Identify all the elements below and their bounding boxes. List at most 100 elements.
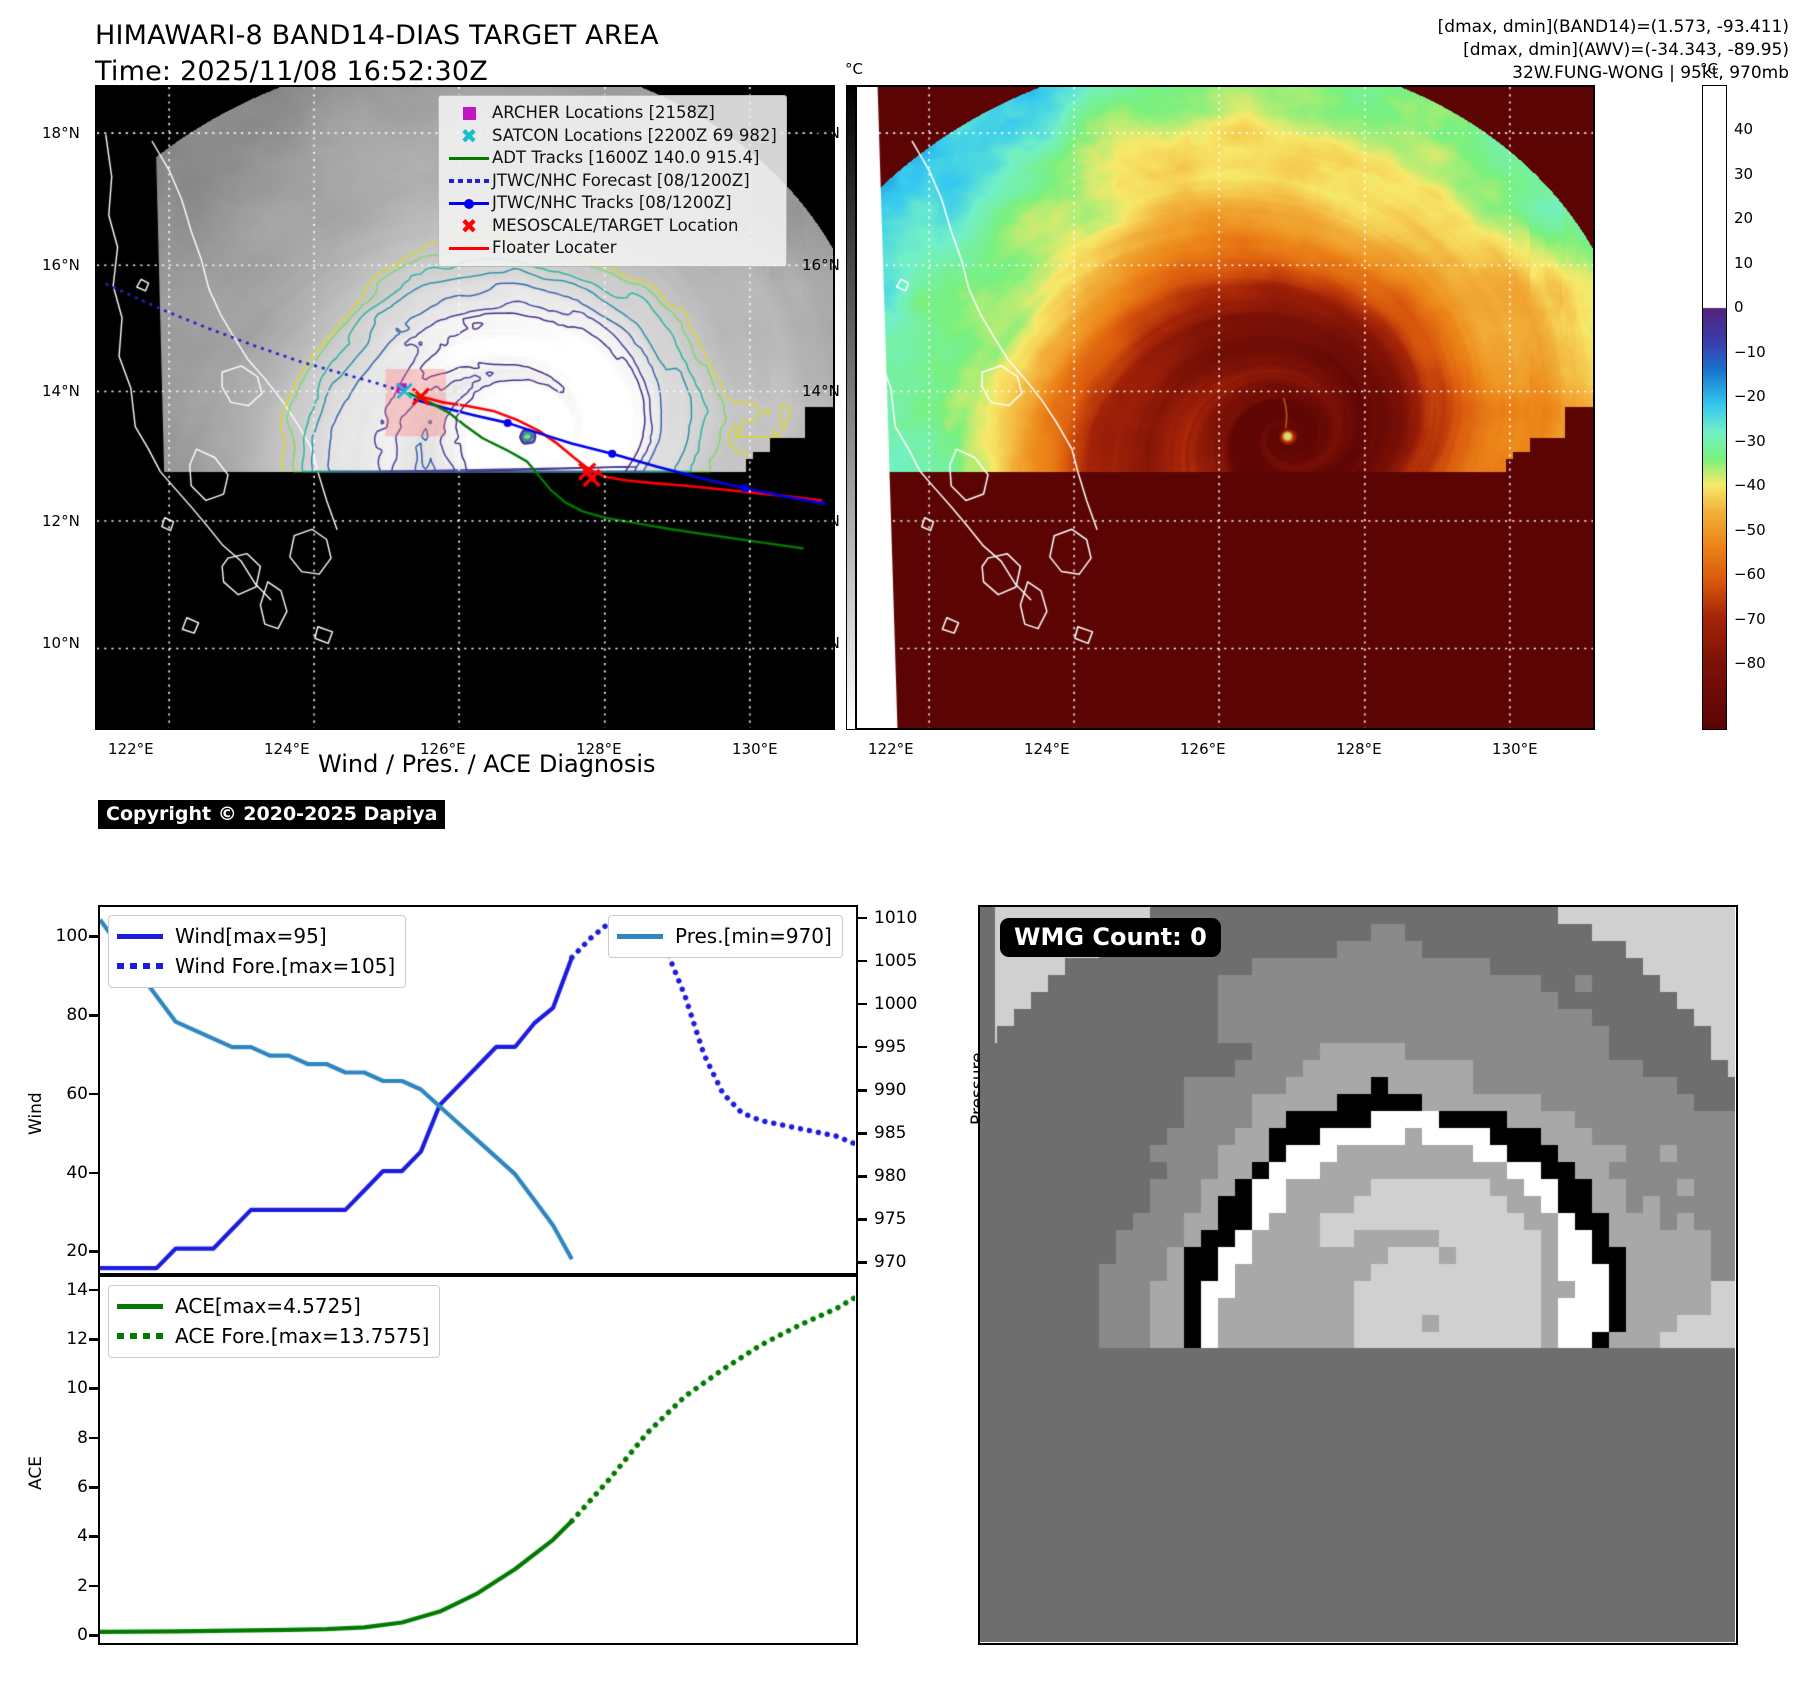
dmax-dmin-awv: [dmax, dmin](AWV)=(-34.343, -89.95) [1463,40,1789,60]
colorbar-unit-label: °C [1700,60,1718,78]
axis-tick-mark [89,1171,98,1175]
axis-tick-label: 10 [66,1378,88,1399]
wmg-canvas [980,907,1735,1642]
legend-item-ace: ACE[max=4.5725] [117,1291,429,1321]
legend-item-wind: Wind[max=95] [117,921,395,951]
colorbar-unit-label: °C [845,60,863,78]
lon-tick: 128°E [1336,740,1382,758]
bd-enhanced-ir-map[interactable] [855,85,1595,730]
lon-tick: 126°E [1180,740,1226,758]
axis-tick-label: 8 [77,1427,88,1448]
solid-line-icon [117,1303,175,1309]
legend-label: ACE[max=4.5725] [175,1294,361,1318]
axis-tick-mark [858,1089,867,1092]
axis-tick-mark [89,1387,98,1390]
line-dot-marker-icon [446,198,492,209]
title-line-2: Time: 2025/11/08 16:52:30Z [95,56,488,87]
legend-item-mesoscale-target: ✖ MESOSCALE/TARGET Location [446,215,777,238]
axis-tick-label: 60 [66,1083,88,1104]
legend-item-floater-locater: Floater Locater [446,237,777,260]
axis-tick-mark [858,1218,867,1221]
axis-tick-label: 980 [874,1166,907,1187]
axis-tick-mark [89,1436,98,1440]
axis-tick-label: 20 [66,1241,88,1262]
axis-tick-label: 40 [66,1162,88,1183]
axis-tick-mark [89,1014,98,1017]
colorbar-tick-label: −20 [1734,387,1766,406]
title-line-1: HIMAWARI-8 BAND14-DIAS TARGET AREA [95,20,659,51]
legend-item-satcon: ✖ SATCON Locations [2200Z 69 982] [446,125,777,148]
square-marker-icon [446,106,492,120]
x-marker-icon: ✖ [460,123,478,148]
axis-tick-mark [89,1535,98,1538]
axis-tick-mark [89,1338,98,1341]
legend-label: Pres.[min=970] [675,924,832,948]
dotted-line-icon [117,1333,175,1339]
copyright-notice: Copyright © 2020-2025 Dapiya [98,800,446,829]
legend-label: JTWC/NHC Tracks [08/1200Z] [492,193,732,212]
wmg-panel[interactable] [978,905,1738,1645]
axis-tick-label: 975 [874,1209,907,1230]
lon-tick: 124°E [264,740,310,758]
axis-tick-label: 985 [874,1123,907,1144]
ace-chart[interactable] [98,1275,858,1645]
colorbar-tick-label: −70 [1734,609,1766,628]
colorbar-tick-label: 40 [1734,120,1754,139]
axis-tick-label: 4 [77,1526,88,1547]
wind-pres-ace-title: Wind / Pres. / ACE Diagnosis [318,750,656,778]
solid-line-icon [617,933,675,939]
axis-tick-mark [89,1634,98,1637]
dmax-dmin-band14: [dmax, dmin](BAND14)=(1.573, -93.411) [1437,17,1789,37]
axis-tick-label: 6 [77,1477,88,1498]
legend-label: JTWC/NHC Forecast [08/1200Z] [492,170,750,190]
axis-tick-label: 1000 [874,993,918,1014]
legend-label: Wind Fore.[max=105] [175,954,396,978]
legend-label: Wind[max=95] [175,924,327,948]
header-info: [dmax, dmin](BAND14)=(1.573, -93.411) [d… [1438,16,1789,85]
wind-axis-label: Wind [26,1092,46,1135]
axis-tick-mark [858,1132,867,1135]
x-marker-icon: ✖ [460,213,478,238]
colorbar-ticks: 40 30 20 10 0 −10 −20 −30 −40 −50 −60 −70 −80 [1734,85,1794,730]
legend-label: ADT Tracks [1600Z 140.0 915.4] [492,148,760,167]
axis-tick-label: 100 [55,926,88,947]
dotted-line-marker-icon [446,178,492,183]
colorbar-tick-label: −80 [1734,654,1766,673]
map-legend: ARCHER Locations [2158Z] ✖ SATCON Locati… [438,95,787,267]
axis-tick-label: 990 [874,1080,907,1100]
lon-tick: 130°E [732,740,778,758]
axis-tick-label: 995 [874,1036,907,1057]
ace-axis-label: ACE [26,1456,46,1490]
lat-tick: 18°N [802,124,840,142]
colorbar-tick-label: −40 [1734,476,1766,495]
storm-summary: 32W.FUNG-WONG | 95kt, 970mb [1512,63,1789,83]
lon-tick: 130°E [1492,740,1538,758]
legend-item-archer: ARCHER Locations [2158Z] [446,102,777,125]
lat-tick: 10°N [802,634,840,652]
axis-tick-label: 0 [77,1625,88,1646]
wind-legend: Wind[max=95] Wind Fore.[max=105] [108,915,407,988]
axis-tick-label: 1010 [874,907,918,928]
axis-tick-mark [89,1092,98,1096]
axis-tick-mark [89,1584,98,1588]
axis-tick-mark [89,1288,98,1292]
axis-tick-label: 12 [66,1329,88,1350]
ace-legend: ACE[max=4.5725] ACE Fore.[max=13.7575] [108,1285,441,1358]
wmg-count-badge: WMG Count: 0 [1000,918,1221,957]
axis-tick-mark [858,1002,867,1006]
colorbar-tick-label: −60 [1734,565,1766,584]
solid-line-icon [117,933,175,939]
lon-tick: 126°E [420,740,466,758]
axis-tick-mark [858,1261,867,1264]
legend-label: Floater Locater [492,238,617,257]
legend-label: ARCHER Locations [2158Z] [492,103,715,122]
legend-item-ace-forecast: ACE Fore.[max=13.7575] [117,1321,429,1351]
lat-tick: 12°N [802,512,840,530]
legend-label: MESOSCALE/TARGET Location [492,215,739,235]
legend-label: ACE Fore.[max=13.7575] [175,1324,430,1348]
colorbar-tick-label: 10 [1734,253,1754,272]
lat-tick: 16°N [42,256,80,274]
lat-tick: 10°N [42,634,80,652]
legend-item-jtwc-forecast: JTWC/NHC Forecast [08/1200Z] [446,170,777,193]
line-marker-icon [446,156,492,160]
